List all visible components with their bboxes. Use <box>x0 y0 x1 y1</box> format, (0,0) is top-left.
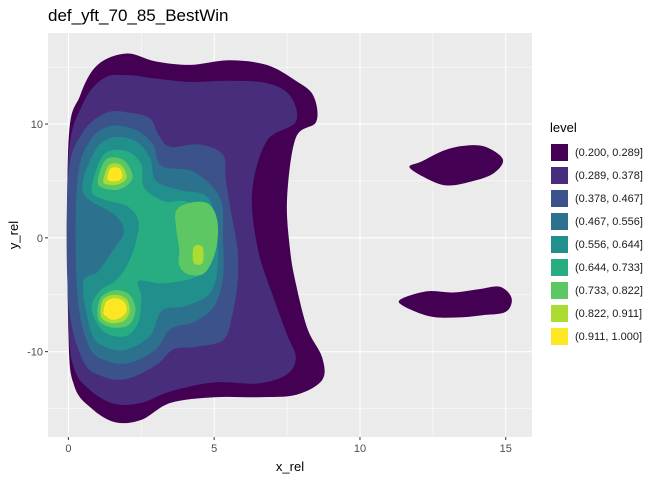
y-tick-label: 0 <box>37 233 43 245</box>
contour-region-level-8 <box>103 298 127 320</box>
legend-label: (0.200, 0.289] <box>575 146 643 159</box>
legend-label: (0.289, 0.378] <box>575 169 643 182</box>
legend-key <box>550 327 569 346</box>
legend-label: (0.911, 1.000] <box>575 330 643 343</box>
y-tick-label: -10 <box>27 347 43 359</box>
legend-item: (0.556, 0.644] <box>550 233 643 256</box>
legend-items: (0.200, 0.289] (0.289, 0.378] (0.378, 0.46… <box>550 141 643 348</box>
y-axis-title: y_rel <box>6 221 21 249</box>
legend-key <box>550 281 569 300</box>
chart-title: def_yft_70_85_BestWin <box>48 6 229 25</box>
legend-item: (0.911, 1.000] <box>550 325 643 348</box>
legend-key <box>550 143 569 162</box>
contour-region-level-0 <box>398 286 512 318</box>
x-axis-title: x_rel <box>276 459 304 474</box>
legend-item: (0.289, 0.378] <box>550 164 643 187</box>
contour-region-level-0 <box>409 145 504 186</box>
legend-label: (0.556, 0.644] <box>575 238 643 251</box>
x-tick-label: 0 <box>65 443 71 455</box>
x-tick-label: 10 <box>354 443 366 455</box>
legend-item: (0.378, 0.467] <box>550 187 643 210</box>
legend-label: (0.733, 0.822] <box>575 284 643 297</box>
legend-item: (0.644, 0.733] <box>550 256 643 279</box>
y-tick-label: 10 <box>31 119 43 131</box>
legend-label: (0.644, 0.733] <box>575 261 643 274</box>
legend-key <box>550 258 569 277</box>
legend-key <box>550 166 569 185</box>
legend-key <box>550 212 569 231</box>
legend-item: (0.200, 0.289] <box>550 141 643 164</box>
legend-item: (0.822, 0.911] <box>550 302 643 325</box>
contour-region-level-7 <box>192 244 204 265</box>
legend-label: (0.378, 0.467] <box>575 192 643 205</box>
contour-region-level-6 <box>175 201 219 276</box>
legend-title: level <box>550 120 577 135</box>
legend-key <box>550 304 569 323</box>
legend-key <box>550 189 569 208</box>
contour-region-level-8 <box>107 167 123 182</box>
x-tick-label: 15 <box>500 443 512 455</box>
legend: level (0.200, 0.289] (0.289, 0.378] (0.378… <box>550 120 643 348</box>
legend-item: (0.467, 0.556] <box>550 210 643 233</box>
contour-regions <box>66 53 512 424</box>
axis-ticks: 0 5 10 15 -10 0 10 <box>27 119 512 455</box>
legend-item: (0.733, 0.822] <box>550 279 643 302</box>
legend-label: (0.822, 0.911] <box>575 307 643 320</box>
contour-region-level-5 <box>91 149 212 337</box>
x-tick-label: 5 <box>211 443 217 455</box>
legend-label: (0.467, 0.556] <box>575 215 643 228</box>
legend-key <box>550 235 569 254</box>
